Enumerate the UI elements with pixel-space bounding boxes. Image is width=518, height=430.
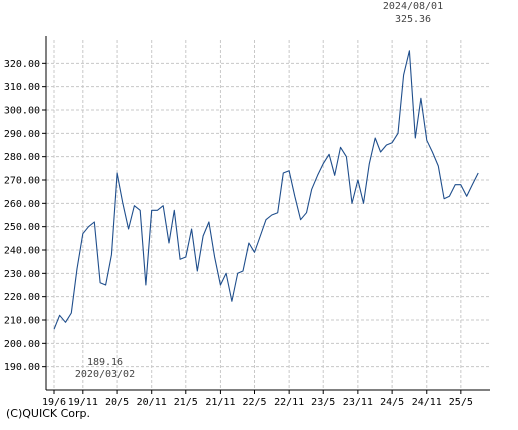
- y-tick-label: 190.00: [4, 362, 40, 373]
- high-date-label: 2024/08/01: [383, 1, 443, 12]
- y-tick-label: 270.00: [4, 176, 40, 187]
- x-tick-label: 23/11: [343, 397, 373, 408]
- y-tick-label: 280.00: [4, 152, 40, 163]
- x-tick-label: 24/11: [412, 397, 442, 408]
- y-tick-label: 200.00: [4, 339, 40, 350]
- y-tick-label: 290.00: [4, 129, 40, 140]
- y-tick-label: 230.00: [4, 269, 40, 280]
- copyright-text: (C)QUICK Corp.: [6, 407, 90, 420]
- x-tick-label: 25/5: [449, 397, 473, 408]
- y-tick-label: 300.00: [4, 106, 40, 117]
- low-value-label: 189.16: [87, 357, 123, 368]
- x-axis-ticks: 19/6 19/11 20/5 20/11 21/5 21/11 22/5 22/11 23/5…: [42, 390, 473, 408]
- price-series-line: [53, 50, 479, 330]
- y-tick-label: 250.00: [4, 222, 40, 233]
- x-tick-label: 19/6: [42, 397, 66, 408]
- x-tick-label: 20/5: [105, 397, 129, 408]
- y-tick-label: 310.00: [4, 82, 40, 93]
- y-tick-label: 220.00: [4, 292, 40, 303]
- x-tick-label: 22/5: [242, 397, 266, 408]
- axes: [45, 36, 490, 391]
- y-axis-ticks: 190.00 200.00 210.00 220.00 230.00 240.00 250.…: [4, 59, 46, 373]
- y-tick-label: 210.00: [4, 316, 40, 327]
- x-tick-label: 21/5: [174, 397, 198, 408]
- x-tick-label: 24/5: [380, 397, 404, 408]
- x-tick-label: 19/11: [68, 397, 98, 408]
- x-tick-label: 23/5: [311, 397, 335, 408]
- y-tick-label: 320.00: [4, 59, 40, 70]
- x-tick-label: 22/11: [274, 397, 304, 408]
- x-tick-label: 21/11: [205, 397, 235, 408]
- high-value-label: 325.36: [395, 14, 431, 25]
- y-tick-label: 260.00: [4, 199, 40, 210]
- x-tick-label: 20/11: [137, 397, 167, 408]
- grid-lines: [46, 40, 490, 390]
- low-date-label: 2020/03/02: [75, 369, 135, 380]
- y-tick-label: 240.00: [4, 246, 40, 257]
